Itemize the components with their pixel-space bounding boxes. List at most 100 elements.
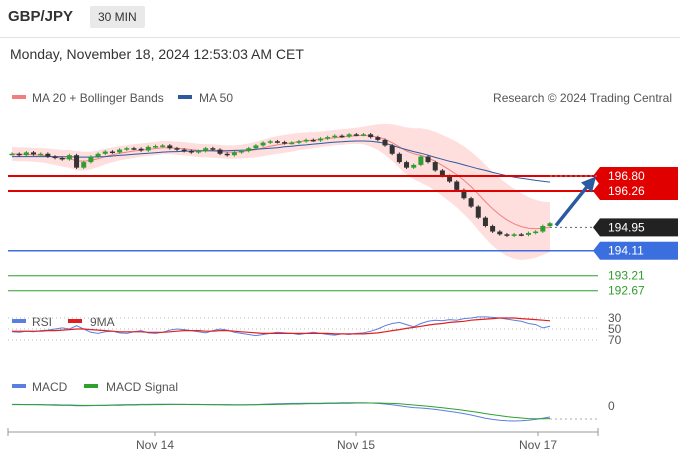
candle <box>432 162 438 171</box>
candle <box>533 231 539 234</box>
bollinger-legend-label: MA 20 + Bollinger Bands <box>32 91 164 105</box>
macd-signal-legend-swatch <box>84 384 98 388</box>
rsi-ma-legend-swatch <box>68 319 82 323</box>
candle <box>231 152 237 156</box>
candle <box>482 217 488 226</box>
pivot-value: 194.11 <box>608 244 644 258</box>
candle <box>224 153 230 156</box>
candle <box>511 234 517 236</box>
resistance-value: 196.80 <box>608 169 645 183</box>
candle <box>23 152 29 156</box>
candle <box>38 153 44 156</box>
candle <box>239 151 245 153</box>
candle <box>332 135 338 138</box>
candle <box>353 134 359 136</box>
candle <box>404 162 410 168</box>
candle <box>525 232 531 235</box>
research-credit: Research © 2024 Trading Central <box>493 91 672 105</box>
candle <box>81 162 87 168</box>
candle <box>217 149 223 154</box>
candle <box>375 137 381 140</box>
candle <box>59 157 65 160</box>
resistance-value: 196.26 <box>608 184 645 198</box>
candle <box>317 138 323 141</box>
forecast-arrow <box>554 184 590 227</box>
support-value: 193.21 <box>608 269 645 283</box>
candle <box>310 139 316 142</box>
ma50-line <box>12 140 551 183</box>
candle <box>145 146 151 151</box>
candle <box>540 226 546 232</box>
candle <box>360 134 366 136</box>
candle <box>439 170 445 176</box>
candle <box>289 142 295 145</box>
candle <box>88 156 94 163</box>
candle <box>260 142 266 146</box>
time-axis: Nov 14 Nov 15 Nov 17 <box>7 428 599 452</box>
support-value: 192.67 <box>608 284 645 298</box>
rsi-tick-label: 30 <box>608 311 622 325</box>
bollinger-band <box>12 123 550 260</box>
timeframe-badge[interactable]: 30 MIN <box>90 6 145 28</box>
forecast-arrow-head <box>581 176 596 193</box>
candle <box>382 139 388 146</box>
resistance-tag <box>600 182 678 200</box>
candle <box>167 145 173 149</box>
candle <box>138 148 144 151</box>
candle <box>267 141 273 143</box>
candle <box>31 152 37 155</box>
ma50-legend-label: MA 50 <box>199 91 233 105</box>
candle <box>66 155 72 160</box>
rsi-legend-swatch <box>12 319 26 323</box>
candle <box>246 148 252 151</box>
candle <box>497 231 503 235</box>
candle <box>274 141 280 143</box>
macd-tick-label: 0 <box>608 399 615 413</box>
resistance-tag <box>600 167 678 185</box>
candle <box>152 146 158 148</box>
candle <box>389 145 395 154</box>
candle <box>188 151 194 153</box>
rsi-legend: RSI 9MA <box>12 315 115 329</box>
macd-panel: 0 <box>12 399 615 422</box>
macd-legend-swatch <box>12 384 26 388</box>
candle <box>461 189 467 199</box>
candle <box>174 148 180 150</box>
instrument-title: GBP/JPY <box>8 8 74 25</box>
candle <box>203 148 209 151</box>
candle <box>210 148 216 150</box>
ma50-legend-swatch <box>178 95 192 99</box>
candle <box>52 156 58 159</box>
candle <box>475 206 481 218</box>
candle <box>425 156 431 163</box>
candle <box>339 135 345 138</box>
current-price-tag <box>600 218 678 237</box>
candle <box>74 155 80 168</box>
candle <box>346 134 352 137</box>
main-legend: MA 20 + Bollinger Bands MA 50 Research ©… <box>12 91 672 105</box>
candle <box>447 176 453 182</box>
candle <box>368 134 374 138</box>
x-tick-label: Nov 15 <box>337 438 375 452</box>
candle <box>454 181 460 190</box>
candle <box>160 145 166 147</box>
pivot-tag-pointer <box>593 241 600 260</box>
candle <box>124 148 130 150</box>
datetime-label: Monday, November 18, 2024 12:53:03 AM CE… <box>10 46 304 62</box>
current-price-tag-pointer <box>593 218 600 237</box>
candle <box>547 223 553 226</box>
rsi-tick-label: 70 <box>608 333 622 347</box>
macd-legend: MACD MACD Signal <box>12 380 178 394</box>
rsi-ma-legend-label: 9MA <box>90 315 115 329</box>
candle <box>16 153 22 156</box>
chart-header: GBP/JPY 30 MIN <box>0 0 680 38</box>
candle <box>109 151 115 154</box>
candle <box>102 151 108 154</box>
candle <box>518 234 524 236</box>
candle <box>396 153 402 163</box>
candle <box>411 164 417 168</box>
candle <box>504 234 510 236</box>
candle <box>303 139 309 142</box>
rsi-legend-label: RSI <box>32 315 52 329</box>
